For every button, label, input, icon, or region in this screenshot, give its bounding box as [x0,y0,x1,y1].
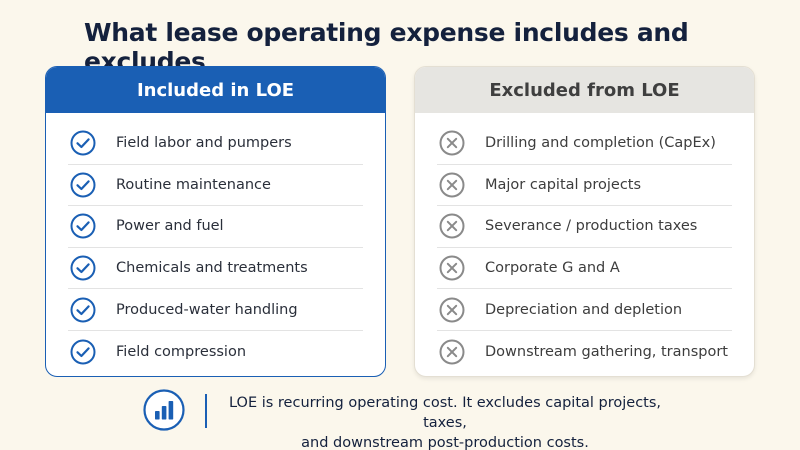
included-item-label: Field compression [116,343,247,360]
page-title: What lease operating expense includes an… [84,18,689,76]
excluded-item: Severance / production taxes [437,206,732,248]
included-item-label: Power and fuel [116,218,224,235]
included-list: Field labor and pumpers Routine maintena… [46,113,385,373]
included-item: Field labor and pumpers [68,123,363,165]
x-circle-icon [439,172,465,198]
check-circle-icon [70,172,96,198]
x-circle-icon [439,339,465,365]
included-heading: Included in LOE [46,67,385,113]
included-item-label: Produced-water handling [116,301,298,318]
footer-line-2: and downstream post-production costs. [301,435,589,450]
excluded-item: Major capital projects [437,165,732,207]
check-circle-icon [70,130,96,156]
included-item: Chemicals and treatments [68,248,363,290]
excluded-item-label: Downstream gathering, transport [485,343,728,360]
x-circle-icon [439,297,465,323]
excluded-item-label: Corporate G and A [485,260,620,277]
check-circle-icon [70,339,96,365]
included-item: Power and fuel [68,206,363,248]
bar-chart-icon [143,389,185,431]
excluded-item: Drilling and completion (CapEx) [437,123,732,165]
excluded-item: Depreciation and depletion [437,289,732,331]
footer-line-1: LOE is recurring operating cost. It excl… [228,395,662,431]
excluded-card: Excluded from LOE Drilling and completio… [414,66,755,377]
check-circle-icon [70,255,96,281]
x-circle-icon [439,130,465,156]
excluded-heading: Excluded from LOE [415,67,754,113]
included-card: Included in LOE Field labor and pumpers … [45,66,386,377]
x-circle-icon [439,255,465,281]
excluded-item-label: Major capital projects [485,176,642,193]
excluded-item-label: Drilling and completion (CapEx) [485,135,716,152]
excluded-item-label: Severance / production taxes [485,218,698,235]
x-circle-icon [439,213,465,239]
excluded-item-label: Depreciation and depletion [485,301,683,318]
included-item-label: Chemicals and treatments [116,260,308,277]
included-item: Field compression [68,331,363,373]
included-item-label: Field labor and pumpers [116,135,292,152]
excluded-item: Downstream gathering, transport [437,331,732,373]
footer-divider [205,394,207,428]
excluded-item: Corporate G and A [437,248,732,290]
check-circle-icon [70,213,96,239]
included-item: Routine maintenance [68,165,363,207]
check-circle-icon [70,297,96,323]
included-item-label: Routine maintenance [116,176,271,193]
footer-note: LOE is recurring operating cost. It excl… [215,393,675,450]
included-item: Produced-water handling [68,289,363,331]
excluded-list: Drilling and completion (CapEx) Major ca… [415,113,754,373]
